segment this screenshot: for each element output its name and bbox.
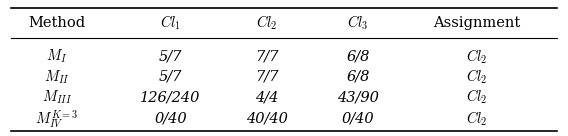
Text: 7/7: 7/7 [255,70,279,84]
Text: $Cl_2$: $Cl_2$ [466,88,488,106]
Text: $Cl_3$: $Cl_3$ [347,14,369,32]
Text: 0/40: 0/40 [341,112,374,126]
Text: $Cl_2$: $Cl_2$ [466,110,488,128]
Text: 6/8: 6/8 [346,50,370,63]
Text: $M_{IV}^{K=3}$: $M_{IV}^{K=3}$ [35,108,78,130]
Text: $Cl_2$: $Cl_2$ [256,14,278,32]
Text: 5/7: 5/7 [158,50,182,63]
Text: $M_{II}$: $M_{II}$ [44,68,70,86]
Text: 6/8: 6/8 [346,70,370,84]
Text: 126/240: 126/240 [140,90,201,104]
Text: $Cl_2$: $Cl_2$ [466,68,488,86]
Text: 0/40: 0/40 [154,112,187,126]
Text: $M_{III}$: $M_{III}$ [41,89,72,106]
Text: $Cl_1$: $Cl_1$ [160,14,181,32]
Text: 7/7: 7/7 [255,50,279,63]
Text: 5/7: 5/7 [158,70,182,84]
Text: 40/40: 40/40 [246,112,288,126]
Text: $Cl_2$: $Cl_2$ [466,47,488,66]
Text: 4/4: 4/4 [255,90,279,104]
Text: $M_I$: $M_I$ [46,48,68,65]
Text: Assignment: Assignment [433,16,521,30]
Text: 43/90: 43/90 [337,90,379,104]
Text: Method: Method [28,16,85,30]
